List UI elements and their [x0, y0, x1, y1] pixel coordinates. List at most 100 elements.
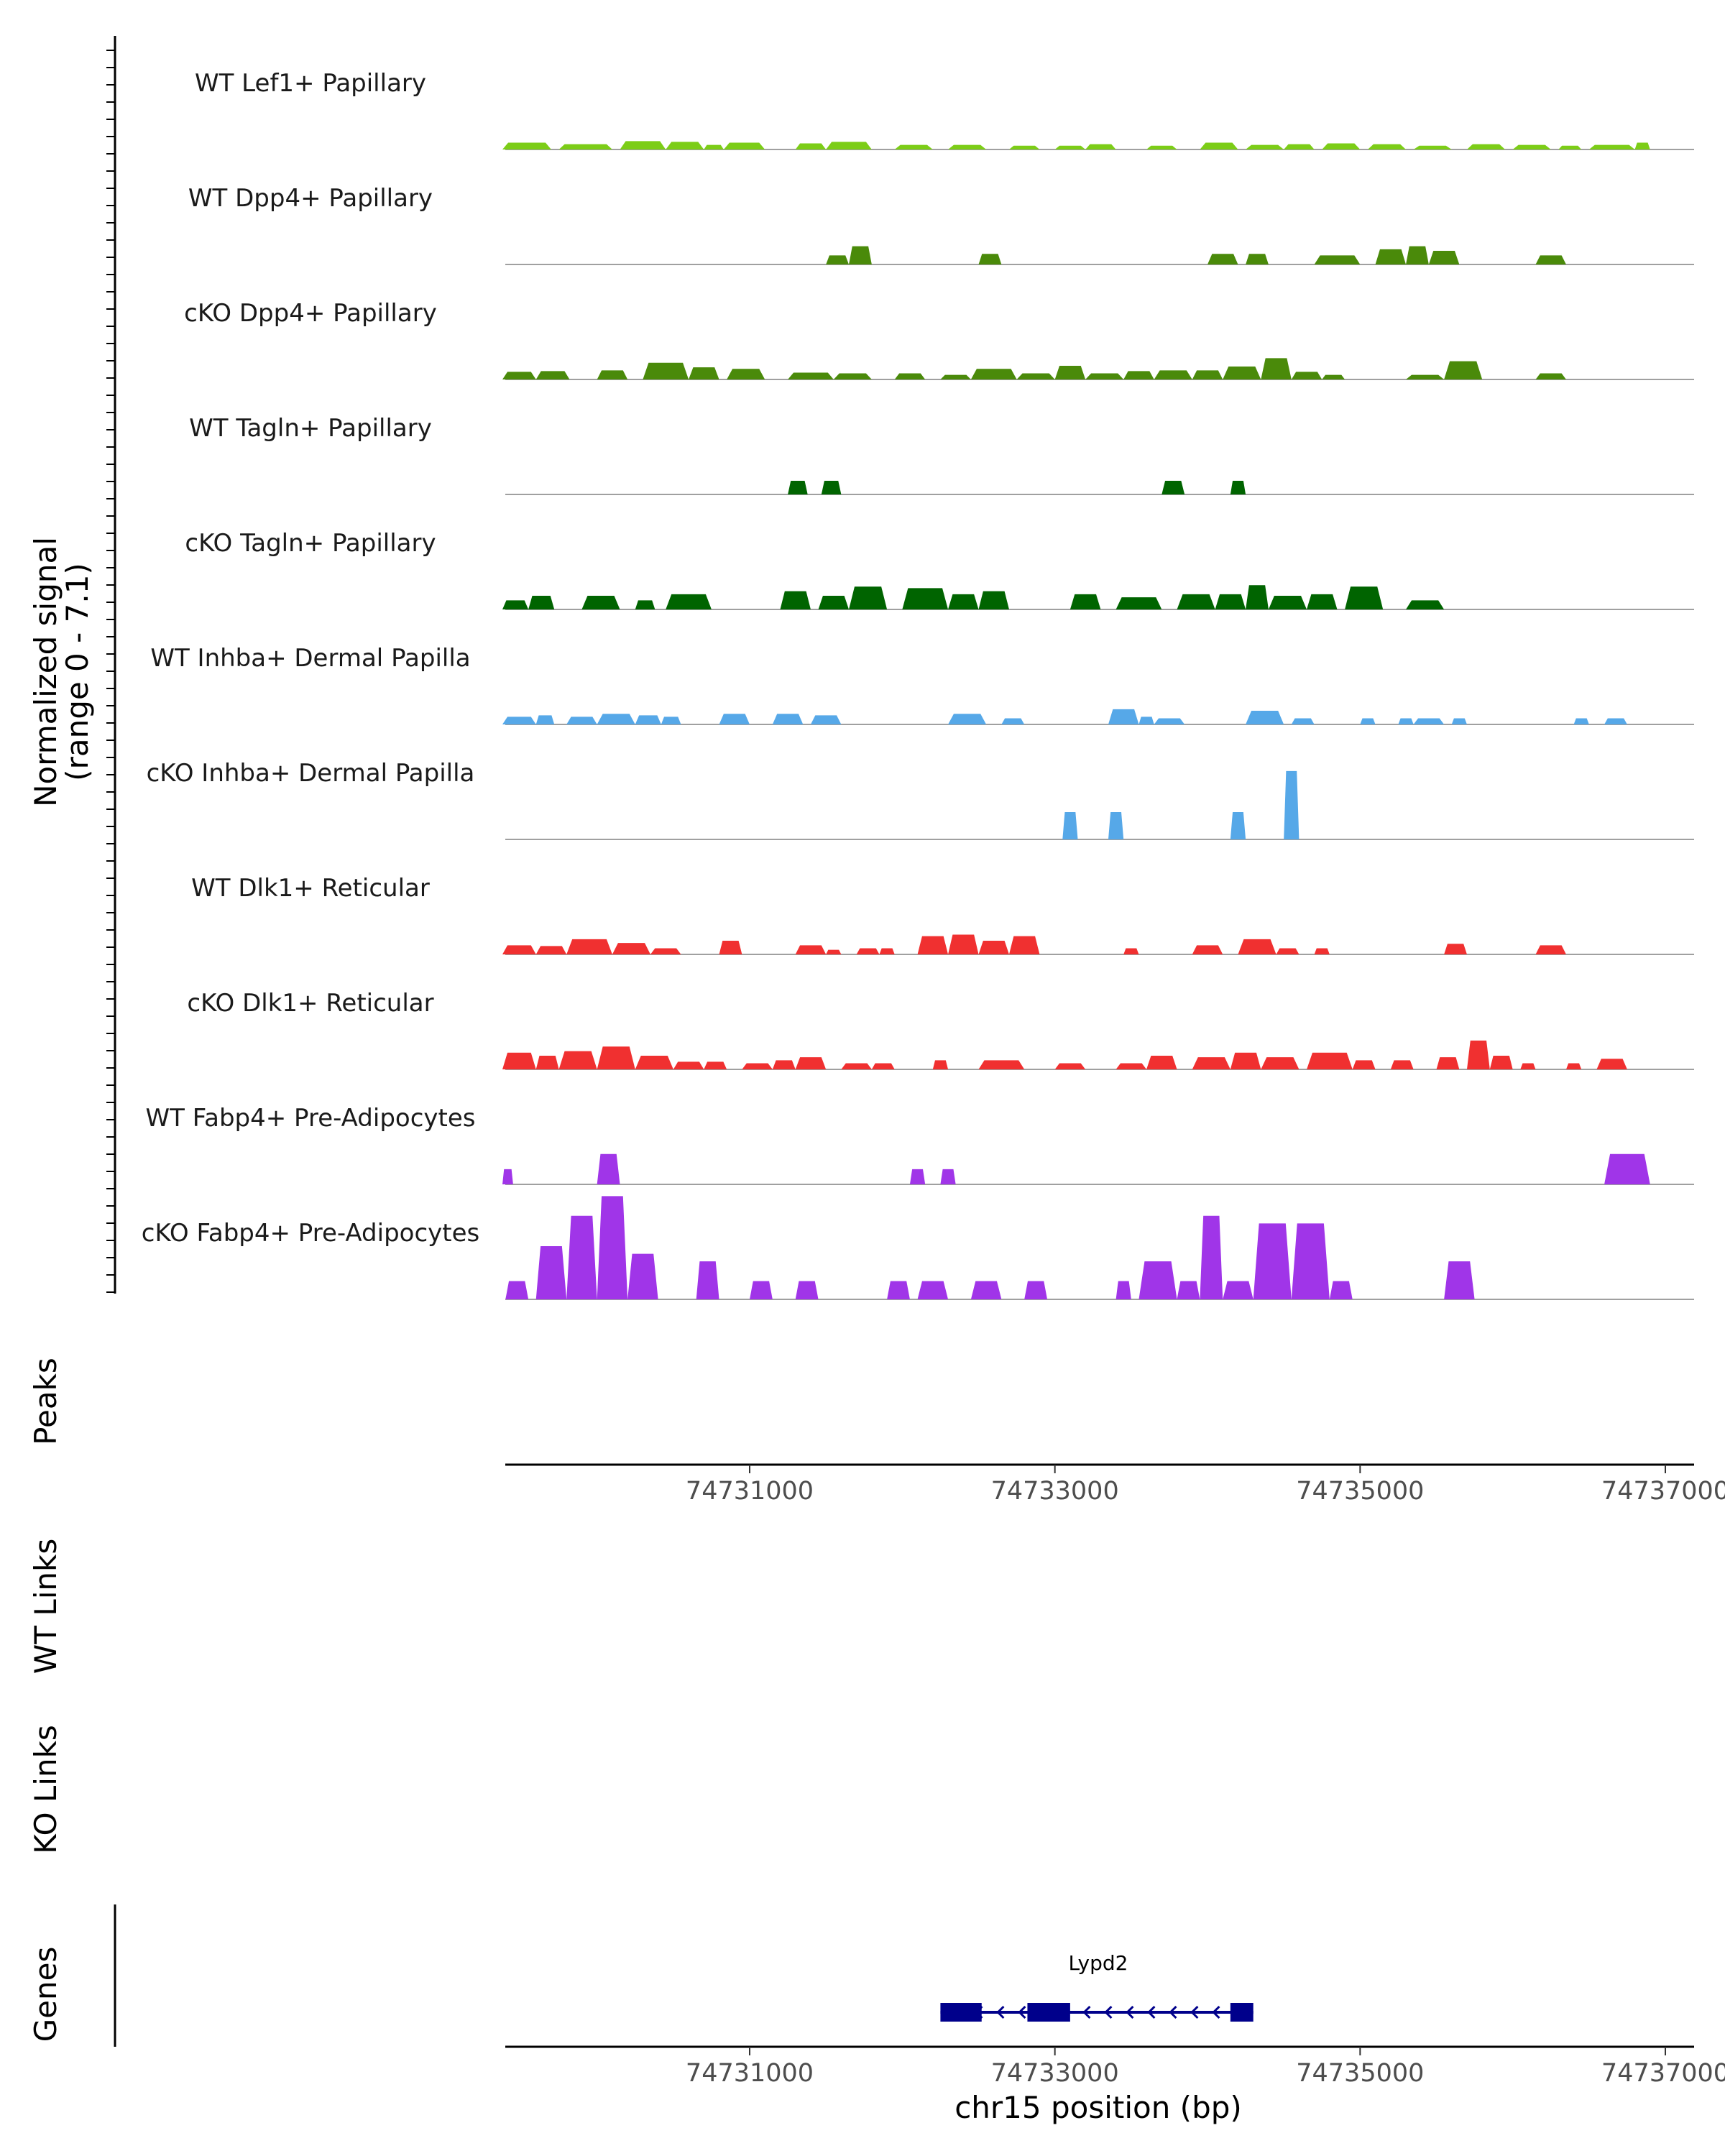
x-tick-label: 74733000	[991, 2059, 1119, 2088]
signal-peak	[826, 949, 842, 954]
signal-peak	[535, 946, 567, 954]
signal-peak	[1200, 142, 1238, 149]
signal-peak	[1573, 718, 1589, 724]
signal-peak	[978, 940, 1009, 954]
signal-peak	[1307, 1052, 1353, 1069]
signal-peak	[1123, 948, 1139, 954]
signal-peak	[1535, 255, 1566, 264]
signal-peak	[535, 1055, 559, 1069]
signal-peak	[1634, 142, 1650, 149]
signal-peak	[1261, 1057, 1300, 1069]
signal-peak	[1223, 1281, 1254, 1299]
signal-peak	[1116, 1063, 1147, 1069]
signal-peak	[502, 142, 551, 149]
peaks-x-axis: 74731000 74733000 74735000 74737000	[686, 1465, 1725, 1506]
signal-peak	[1177, 594, 1215, 609]
signal-peak	[1604, 718, 1627, 724]
track-4: cKO Tagln+ Papillary	[185, 529, 1694, 610]
x-axis-title: chr15 position (bp)	[954, 2090, 1242, 2125]
signal-peak	[727, 369, 765, 379]
signal-peak	[1406, 600, 1445, 609]
signal-peak	[597, 714, 635, 724]
gene-exon	[1027, 2003, 1070, 2022]
signal-peak	[666, 142, 704, 149]
signal-peak	[673, 1061, 704, 1069]
signal-peak	[505, 1281, 529, 1299]
signal-peak	[1246, 254, 1269, 264]
track-label: cKO Tagln+ Papillary	[185, 529, 436, 558]
signal-peak	[833, 373, 872, 379]
signal-peak	[1535, 945, 1566, 954]
signal-peak	[1329, 1281, 1353, 1299]
x-tick-label: 74733000	[991, 1477, 1119, 1506]
track-label: WT Dpp4+ Papillary	[188, 184, 433, 213]
signal-peak	[1413, 718, 1445, 724]
y-axis-title-line2: (range 0 - 7.1)	[60, 563, 95, 781]
signal-peak	[566, 1215, 597, 1299]
signal-peak	[635, 600, 656, 609]
signal-peak	[535, 371, 570, 379]
track-label: WT Tagln+ Papillary	[189, 414, 432, 443]
signal-peak	[1558, 145, 1582, 149]
signal-peak	[1192, 370, 1223, 379]
signal-peak	[821, 480, 842, 494]
strand-arrow	[1169, 2005, 1177, 2019]
signal-peak	[566, 717, 597, 724]
signal-peak	[780, 591, 811, 609]
signal-peak	[1123, 371, 1154, 379]
signal-peak	[978, 254, 1002, 264]
strand-arrow	[996, 2005, 1005, 2019]
signal-peak	[1230, 480, 1246, 494]
signal-peak	[788, 480, 808, 494]
signal-peak	[948, 714, 987, 724]
track-label: cKO Inhba+ Dermal Papilla	[147, 759, 475, 788]
signal-peak	[810, 715, 842, 724]
signal-peak	[1116, 597, 1162, 609]
strand-arrow	[1190, 2005, 1199, 2019]
signal-peak	[1466, 1040, 1490, 1069]
ko-links-track-label: KO Links	[28, 1725, 63, 1854]
signal-peak	[894, 144, 933, 149]
signal-peak	[1390, 1060, 1414, 1069]
signal-peak	[894, 373, 926, 379]
signal-peak	[1451, 718, 1467, 724]
strand-arrow	[1018, 2005, 1026, 2019]
signal-peak	[558, 1051, 597, 1069]
signal-peak	[1261, 358, 1292, 379]
signal-peak	[1276, 948, 1300, 954]
signal-peak	[1024, 1281, 1048, 1299]
signal-peak	[1108, 709, 1139, 724]
signal-peak	[1413, 145, 1452, 149]
track-label: cKO Dpp4+ Papillary	[184, 299, 437, 328]
signal-peak	[1062, 811, 1078, 839]
signal-peak	[1230, 811, 1246, 839]
wt-links-track-label: WT Links	[28, 1539, 63, 1674]
signal-peak	[1154, 370, 1192, 379]
signal-peak	[826, 142, 872, 149]
signal-peak	[1444, 1261, 1475, 1299]
signal-peak	[1116, 1281, 1131, 1299]
signal-peak	[566, 939, 612, 954]
signal-peak	[1565, 1063, 1582, 1069]
signal-peak	[1291, 718, 1315, 724]
signal-peak	[841, 1063, 872, 1069]
signal-peak	[1360, 718, 1376, 724]
track-label: cKO Dlk1+ Reticular	[187, 989, 433, 1018]
signal-peak	[1291, 1223, 1330, 1299]
signal-peak	[1291, 372, 1322, 379]
signal-peak	[917, 1281, 949, 1299]
signal-peak	[1016, 373, 1055, 379]
track-label: cKO Fabp4+ Pre-Adipocytes	[142, 1219, 480, 1248]
signal-peak	[1345, 586, 1384, 609]
track-label: WT Fabp4+ Pre-Adipocytes	[146, 1104, 476, 1133]
signal-peak	[1192, 1057, 1230, 1069]
signal-peak	[1154, 718, 1185, 724]
signal-peak	[1367, 144, 1407, 149]
signal-peak	[1512, 144, 1551, 149]
strand-arrow	[1126, 2005, 1134, 2019]
signal-peak	[932, 1060, 949, 1069]
gene-exon	[940, 2003, 982, 2022]
signal-peak	[1436, 1057, 1460, 1069]
signal-peak	[597, 1046, 635, 1069]
